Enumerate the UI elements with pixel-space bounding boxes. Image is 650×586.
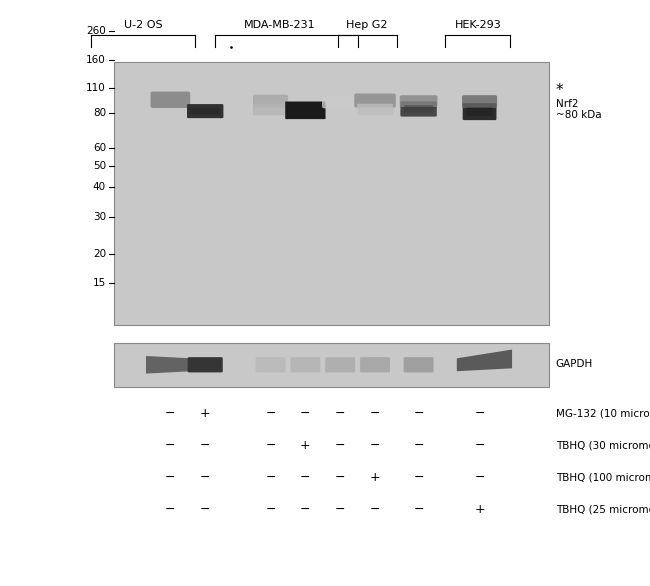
Text: −: − [413,439,424,452]
Text: +: + [370,471,380,484]
Text: 40: 40 [93,182,106,192]
Polygon shape [146,356,192,374]
FancyBboxPatch shape [188,357,223,373]
FancyBboxPatch shape [253,104,288,115]
Text: −: − [265,407,276,420]
Text: −: − [370,503,380,516]
Text: −: − [265,439,276,452]
Text: −: − [300,471,311,484]
FancyBboxPatch shape [322,97,358,108]
Text: −: − [200,439,211,452]
FancyBboxPatch shape [463,103,497,120]
Text: Hep G2: Hep G2 [346,21,388,30]
Text: TBHQ (100 micromolar for 4h): TBHQ (100 micromolar for 4h) [556,472,650,483]
FancyBboxPatch shape [354,94,396,108]
Text: −: − [413,503,424,516]
Polygon shape [457,349,512,372]
Text: MDA-MB-231: MDA-MB-231 [244,21,315,30]
Text: −: − [474,471,485,484]
Text: ~80 kDa: ~80 kDa [556,110,601,120]
Text: MG-132 (10 micromolar for 10h): MG-132 (10 micromolar for 10h) [556,408,650,418]
Text: −: − [265,503,276,516]
FancyBboxPatch shape [400,101,437,117]
FancyBboxPatch shape [404,105,433,113]
Text: −: − [335,439,345,452]
FancyBboxPatch shape [291,357,320,373]
Text: −: − [413,471,424,484]
FancyBboxPatch shape [285,101,326,119]
FancyBboxPatch shape [151,91,190,108]
Text: 15: 15 [93,278,106,288]
Text: −: − [165,407,176,420]
Text: HEK-293: HEK-293 [454,21,501,30]
FancyBboxPatch shape [462,95,497,108]
Text: −: − [300,407,311,420]
Text: GAPDH: GAPDH [556,359,593,370]
FancyBboxPatch shape [360,357,390,373]
Text: −: − [413,407,424,420]
Text: *: * [556,83,564,98]
Text: 110: 110 [86,83,106,93]
Text: −: − [335,471,345,484]
Text: −: − [370,407,380,420]
Text: 50: 50 [93,161,106,171]
FancyBboxPatch shape [253,94,288,108]
FancyBboxPatch shape [325,357,355,373]
Text: −: − [165,439,176,452]
Text: 160: 160 [86,55,106,66]
Text: 80: 80 [93,107,106,118]
Text: −: − [200,471,211,484]
Text: −: − [265,471,276,484]
Text: +: + [200,407,211,420]
FancyBboxPatch shape [400,95,437,107]
Text: TBHQ (30 micromoalr for 4h): TBHQ (30 micromoalr for 4h) [556,440,650,451]
Text: −: − [335,407,345,420]
Text: 260: 260 [86,26,106,36]
Text: −: − [370,439,380,452]
Text: TBHQ (25 micromolar for 4h): TBHQ (25 micromolar for 4h) [556,505,650,515]
Text: +: + [474,503,485,516]
Text: Nrf2: Nrf2 [556,99,578,110]
FancyBboxPatch shape [357,104,393,115]
Text: −: − [165,471,176,484]
Text: −: − [474,407,485,420]
Text: U-2 OS: U-2 OS [124,21,162,30]
Text: 20: 20 [93,249,106,260]
FancyBboxPatch shape [191,108,220,115]
Text: −: − [335,503,345,516]
Text: 60: 60 [93,143,106,154]
FancyBboxPatch shape [255,357,285,373]
Text: −: − [300,503,311,516]
FancyBboxPatch shape [467,107,493,116]
FancyBboxPatch shape [404,357,434,373]
Text: −: − [200,503,211,516]
Text: 30: 30 [93,212,106,222]
Text: −: − [165,503,176,516]
Text: +: + [300,439,311,452]
Bar [114,343,549,387]
Bar [114,62,549,325]
FancyBboxPatch shape [187,104,224,118]
Text: −: − [474,439,485,452]
